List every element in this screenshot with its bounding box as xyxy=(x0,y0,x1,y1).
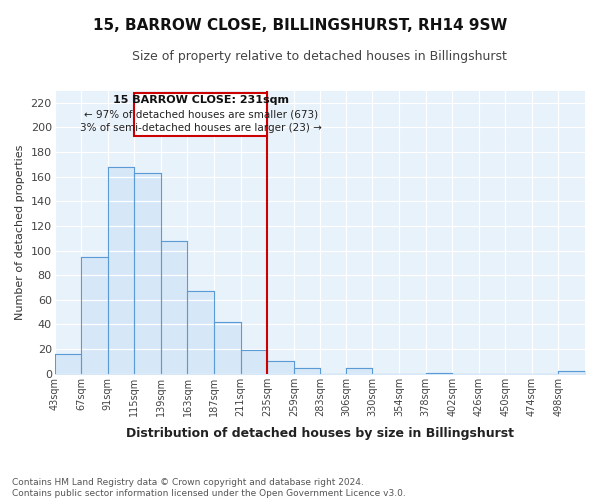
Y-axis label: Number of detached properties: Number of detached properties xyxy=(15,144,25,320)
Text: Contains HM Land Registry data © Crown copyright and database right 2024.
Contai: Contains HM Land Registry data © Crown c… xyxy=(12,478,406,498)
Text: 3% of semi-detached houses are larger (23) →: 3% of semi-detached houses are larger (2… xyxy=(80,122,322,132)
Text: 15, BARROW CLOSE, BILLINGSHURST, RH14 9SW: 15, BARROW CLOSE, BILLINGSHURST, RH14 9S… xyxy=(93,18,507,32)
X-axis label: Distribution of detached houses by size in Billingshurst: Distribution of detached houses by size … xyxy=(126,427,514,440)
Text: 15 BARROW CLOSE: 231sqm: 15 BARROW CLOSE: 231sqm xyxy=(113,96,289,106)
Text: ← 97% of detached houses are smaller (673): ← 97% of detached houses are smaller (67… xyxy=(83,109,318,119)
Bar xyxy=(134,93,267,136)
Title: Size of property relative to detached houses in Billingshurst: Size of property relative to detached ho… xyxy=(133,50,507,63)
